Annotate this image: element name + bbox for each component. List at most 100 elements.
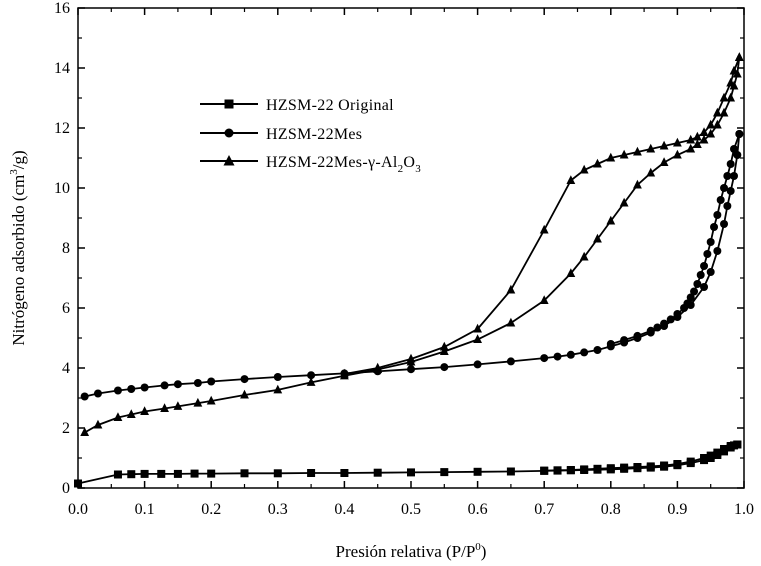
data-point (506, 317, 516, 327)
data-point (733, 151, 742, 159)
data-point (659, 140, 669, 150)
adsorption-line (84, 57, 741, 434)
x-tick-label: 0.2 (201, 501, 221, 518)
data-point (273, 373, 282, 381)
data-point (240, 469, 249, 478)
data-point (307, 371, 316, 380)
x-tick-label: 0.9 (667, 501, 687, 518)
data-point (173, 469, 182, 478)
series-square (74, 440, 742, 488)
data-point (720, 445, 729, 453)
data-point (659, 157, 669, 167)
data-point (646, 167, 656, 177)
series-group (74, 52, 744, 488)
data-point (273, 384, 283, 394)
x-tick-label: 0.1 (135, 501, 155, 518)
data-point (646, 462, 655, 471)
axis-ticks: 0.0 0.1 0.2 0.3 0.4 0.5 0.6 0.7 0.8 0.9 1.0 0 2 4 6 8 10… (54, 0, 754, 518)
data-point (686, 134, 696, 144)
data-point (593, 346, 602, 354)
data-point (660, 319, 669, 328)
data-point (113, 386, 122, 395)
data-point (673, 137, 682, 147)
data-point (713, 448, 722, 457)
data-point (696, 271, 705, 279)
data-point (473, 360, 482, 369)
data-point (673, 460, 682, 468)
data-point (726, 187, 735, 195)
data-point (690, 287, 699, 296)
y-axis-title: Nitrógeno adsorbido (cm3/g) (8, 150, 28, 345)
data-point (723, 202, 732, 210)
data-point (593, 464, 602, 473)
legend: HZSM-22 Original HZSM-22Mes HZSM-22Mes-γ… (200, 97, 421, 175)
data-point (539, 224, 549, 234)
data-point (373, 362, 383, 372)
x-tick-label: 0.6 (468, 501, 488, 518)
data-point (620, 463, 629, 472)
data-point (173, 380, 182, 389)
data-point (729, 65, 739, 75)
data-point (699, 127, 709, 137)
data-point (593, 158, 602, 168)
data-point (127, 385, 136, 393)
y-tick-label: 2 (62, 420, 70, 437)
data-point (633, 331, 642, 340)
legend-entry-original: HZSM-22 Original (200, 97, 394, 114)
data-point (706, 268, 715, 276)
x-tick-label: 0.5 (401, 501, 421, 518)
data-point (80, 392, 89, 401)
data-point (113, 412, 123, 422)
data-point (553, 466, 562, 475)
y-tick-label: 8 (62, 240, 70, 257)
data-point (673, 149, 682, 159)
data-point (730, 172, 739, 180)
data-point (407, 365, 415, 374)
data-point (713, 247, 722, 255)
data-point (126, 409, 136, 419)
legend-entry-mes-alumina: HZSM-22Mes-γ-Al2O3 (200, 154, 421, 175)
x-tick-label: 0.3 (268, 501, 288, 518)
data-point (666, 315, 675, 324)
data-point (653, 323, 662, 332)
legend-label-mes-alumina: HZSM-22Mes-γ-Al2O3 (266, 154, 421, 175)
data-point (699, 134, 709, 144)
legend-marker-circle (224, 128, 234, 138)
data-point (160, 403, 169, 413)
data-point (680, 304, 689, 312)
data-point (735, 130, 744, 138)
data-point (140, 469, 149, 478)
data-point (606, 215, 616, 225)
data-point (693, 280, 702, 288)
data-point (712, 119, 722, 129)
data-point (673, 310, 682, 318)
x-axis-title: Presión relativa (P/P0) (336, 541, 487, 561)
data-point (593, 233, 602, 243)
data-point (720, 220, 729, 228)
data-point (190, 469, 199, 478)
data-point (566, 466, 575, 474)
data-point (579, 251, 589, 261)
data-point (726, 92, 736, 102)
data-point (580, 465, 589, 474)
x-tick-label: 0.7 (534, 501, 554, 518)
data-point (74, 479, 82, 488)
data-point (706, 119, 716, 129)
data-point (703, 250, 712, 258)
data-point (540, 466, 549, 475)
legend-entry-mes: HZSM-22Mes (200, 126, 362, 143)
data-point (127, 470, 136, 479)
data-point (539, 295, 549, 305)
data-point (619, 197, 629, 207)
data-point (580, 348, 589, 357)
data-point (734, 52, 744, 62)
data-point (700, 262, 709, 270)
legend-label-mes: HZSM-22Mes (266, 126, 362, 143)
data-point (633, 179, 642, 189)
data-point (157, 469, 166, 478)
data-point (473, 467, 482, 476)
data-point (407, 468, 415, 477)
data-point (193, 379, 202, 387)
data-point (506, 467, 515, 476)
data-point (93, 389, 102, 398)
